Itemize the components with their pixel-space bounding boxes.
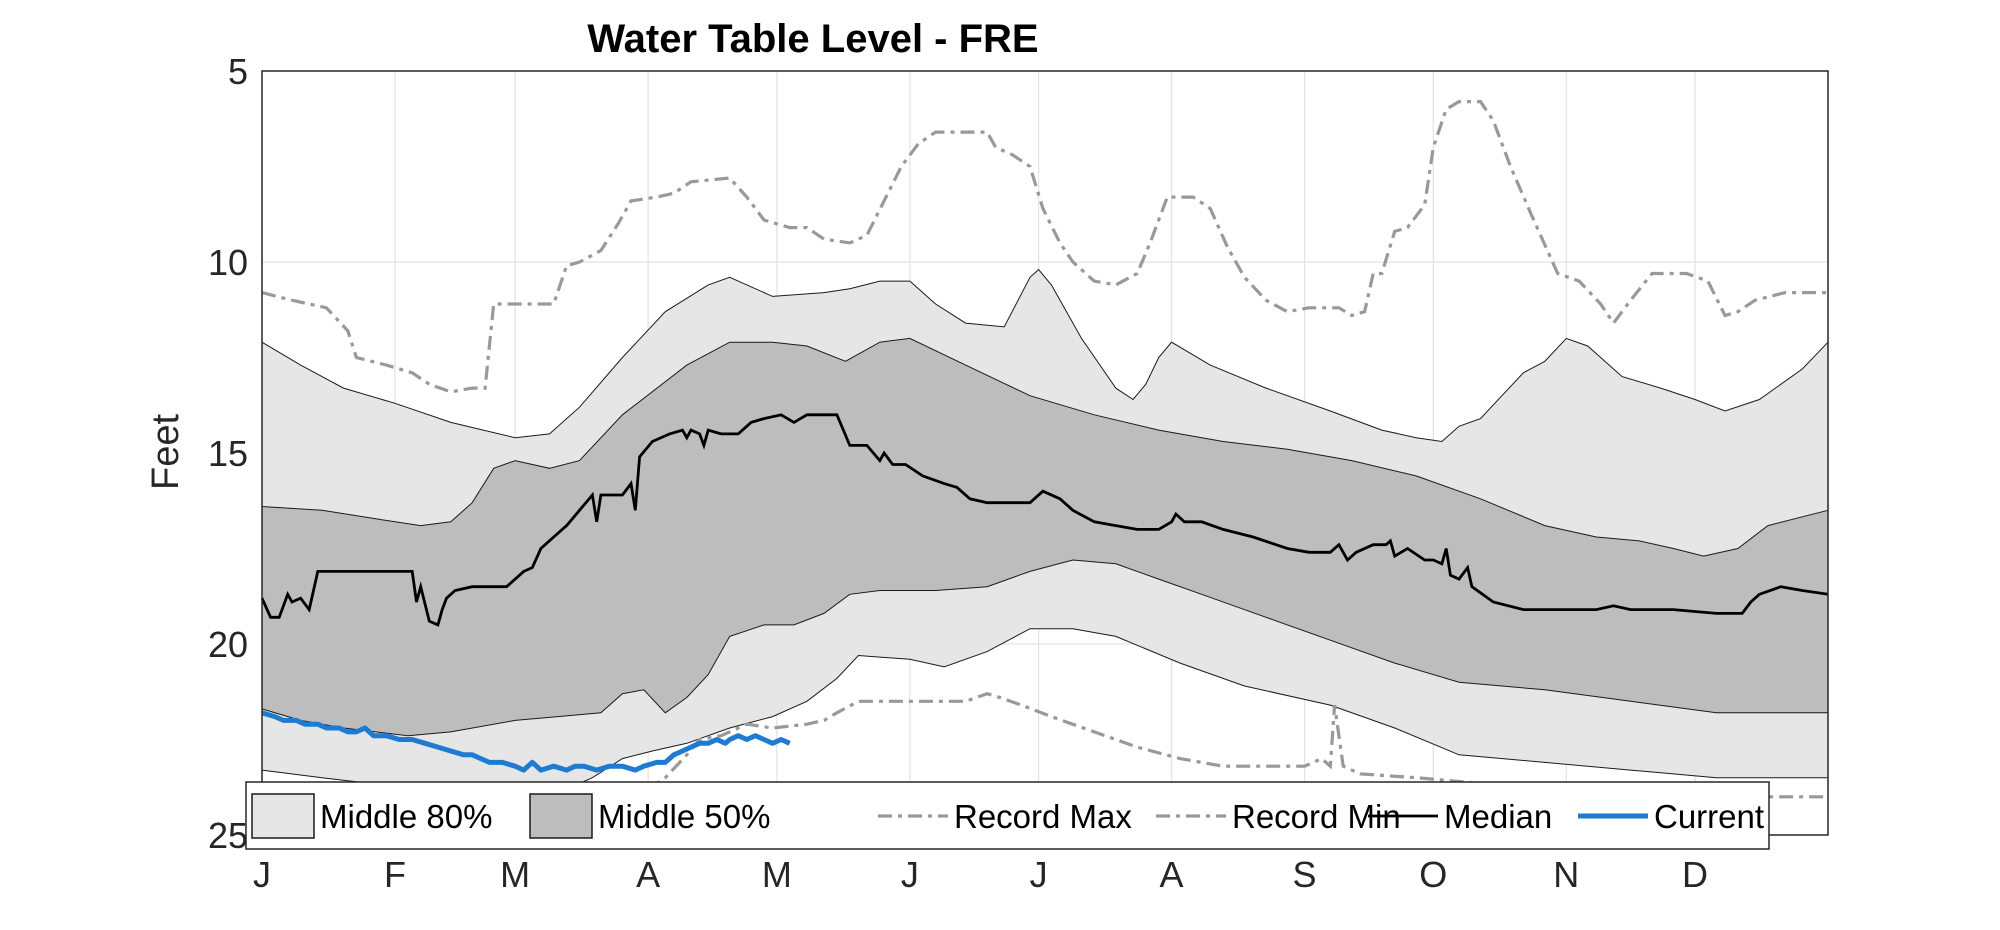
x-tick-label: D — [1682, 854, 1708, 895]
y-tick-label: 25 — [208, 815, 248, 856]
band-edge-p25 — [261, 337, 1829, 557]
legend-box — [245, 781, 1770, 850]
band-edge-p10 — [261, 268, 1829, 443]
y-tick-label: 10 — [208, 242, 248, 283]
legend-swatch-band80 — [251, 793, 315, 839]
y-tick-label: 5 — [228, 51, 248, 92]
x-tick-label: S — [1293, 854, 1317, 895]
chart-title: Water Table Level - FRE — [587, 17, 1038, 61]
x-tick-label: J — [253, 854, 271, 895]
legend-label-record_max: Record Max — [954, 798, 1132, 835]
x-tick-label: J — [1030, 854, 1048, 895]
legend-label-median: Median — [1444, 798, 1552, 835]
x-tick-label: M — [762, 854, 792, 895]
x-tick-label: J — [901, 854, 919, 895]
legend-swatch-band50 — [529, 793, 593, 839]
y-tick-label: 15 — [208, 433, 248, 474]
y-axis-label: Feet — [145, 414, 187, 490]
x-tick-label: A — [636, 854, 660, 895]
series-current — [261, 710, 791, 773]
series-record-min — [647, 692, 1828, 799]
band-middle-50 — [262, 338, 1828, 736]
legend-label-current: Current — [1654, 798, 1764, 835]
series-median — [260, 413, 1829, 627]
x-tick-label: A — [1160, 854, 1184, 895]
x-tick-label: M — [500, 854, 530, 895]
legend-label-band80: Middle 80% — [320, 798, 492, 835]
x-tick-label: F — [384, 854, 406, 895]
series-record-max — [261, 99, 1828, 394]
band-edge-p75 — [261, 559, 1828, 737]
x-tick-label: N — [1553, 854, 1579, 895]
x-tick-label: O — [1419, 854, 1447, 895]
y-tick-label: 20 — [208, 624, 248, 665]
legend-label-band50: Middle 50% — [598, 798, 770, 835]
